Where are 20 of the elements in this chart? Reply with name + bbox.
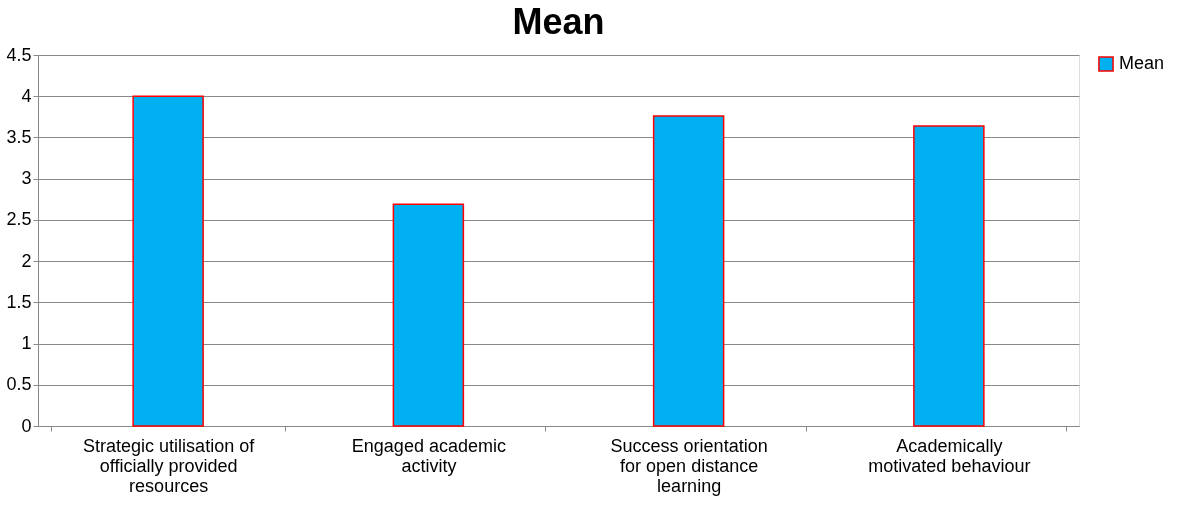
x-tick-label: Engaged academic activity — [351, 435, 506, 476]
chart-title: Mean — [512, 1, 605, 42]
bar — [132, 95, 204, 427]
y-tick-label: 3.5 — [6, 126, 32, 147]
x-tick-label: Academically motivated behaviour — [868, 435, 1031, 476]
y-tick-label: 2 — [21, 250, 32, 271]
y-tick-label: 2.5 — [6, 209, 32, 230]
y-tick-label: 4.5 — [6, 44, 32, 65]
x-tick-label: Strategic utilisation of officially provided resources — [83, 435, 256, 496]
bar — [913, 125, 985, 427]
y-tick-label: 0 — [21, 415, 32, 436]
y-tick-label: 0.5 — [6, 374, 32, 395]
bar — [392, 203, 465, 427]
y-tick-label: 1.5 — [6, 291, 32, 312]
x-tick-label: Success orientation for open distance learning — [610, 435, 768, 496]
bar — [652, 115, 725, 427]
y-tick-label: 3 — [21, 168, 32, 189]
legend-label: Mean — [1119, 53, 1165, 73]
y-tick-label: 4 — [21, 85, 32, 106]
y-tick-label: 1 — [21, 333, 32, 354]
